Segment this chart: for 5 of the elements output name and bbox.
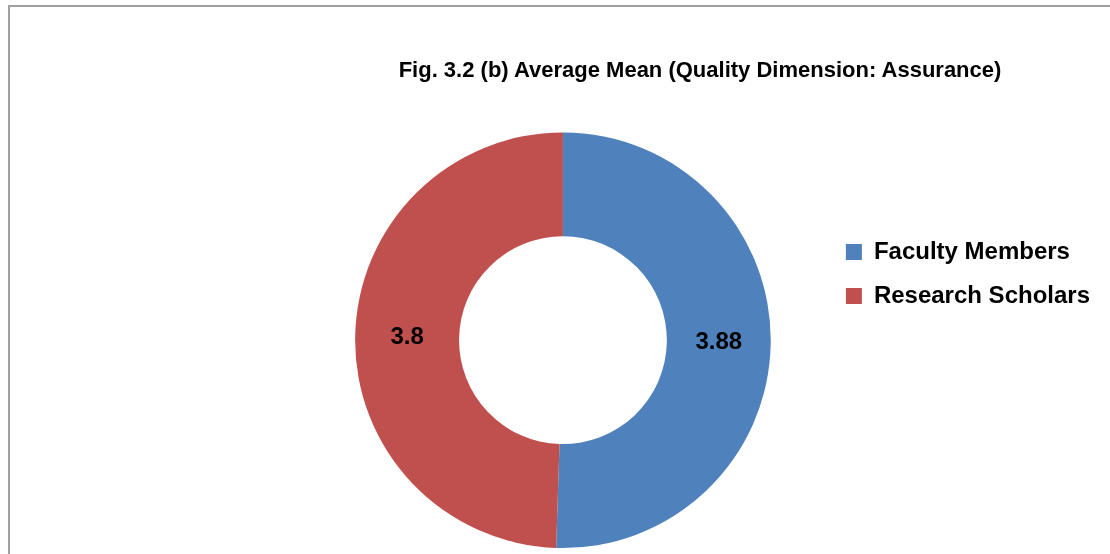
legend-label: Research Scholars bbox=[873, 280, 1091, 308]
data-label: 3.8 bbox=[390, 322, 424, 350]
data-label: 3.88 bbox=[695, 327, 743, 355]
chart-title: Fig. 3.2 (b) Average Mean (Quality Dimension: Assurance) bbox=[398, 57, 1002, 83]
legend-label: Faculty Members bbox=[873, 236, 1070, 264]
